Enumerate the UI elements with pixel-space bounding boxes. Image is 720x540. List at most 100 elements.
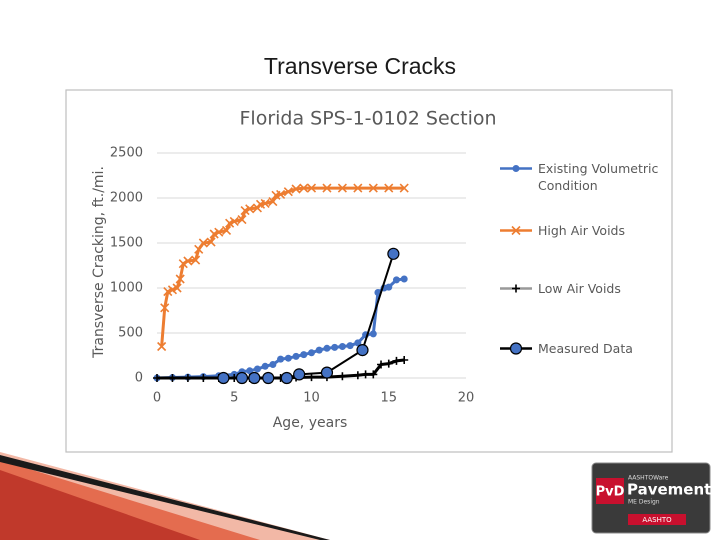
marker [509, 342, 523, 355]
logo: PvD AASHTOWare Pavement ME Design AASHTO [591, 462, 711, 534]
marker [183, 256, 193, 266]
marker [153, 374, 161, 382]
marker [400, 356, 409, 364]
x-tick-label: 0 [153, 391, 161, 406]
logo-org-bar [628, 514, 686, 525]
marker [194, 244, 204, 254]
y-tick-label: 2500 [110, 146, 143, 161]
x-tick-label: 15 [380, 391, 397, 406]
marker [235, 371, 249, 385]
marker [306, 183, 317, 193]
marker [320, 366, 334, 379]
marker [168, 374, 177, 382]
y-tick-label: 1000 [110, 281, 143, 296]
marker [399, 183, 409, 193]
marker [356, 344, 369, 357]
marker [377, 360, 386, 369]
logo-product-line: AASHTOWare [628, 475, 669, 482]
marker [299, 183, 309, 193]
marker [353, 183, 363, 193]
y-axis-label: Transverse Cracking, ft./mi. [91, 166, 107, 359]
marker [221, 225, 232, 235]
marker [400, 275, 408, 283]
marker [511, 225, 521, 236]
decoration [0, 452, 330, 540]
x-tick-label: 10 [303, 391, 320, 406]
marker [191, 255, 201, 265]
marker [269, 361, 277, 368]
marker [512, 284, 520, 293]
swoosh [0, 455, 330, 540]
legend-label: High Air Voids [538, 223, 625, 238]
y-tick-label: 0 [135, 371, 143, 386]
marker [338, 372, 347, 381]
logo-badge [596, 478, 624, 504]
marker [292, 352, 300, 360]
y-tick-label: 2000 [110, 191, 143, 206]
marker [354, 339, 362, 347]
marker [172, 283, 182, 293]
marker [392, 356, 401, 365]
marker [353, 371, 362, 380]
legend-swatch [500, 284, 532, 293]
marker [253, 365, 261, 373]
marker [308, 349, 315, 357]
plot-area: 0 500 1000 1500 2000 2500 0 5 10 15 20 [110, 146, 474, 406]
marker [261, 362, 269, 370]
logo-org: AASHTO [642, 516, 672, 524]
marker [361, 370, 370, 379]
x-tick-label: 20 [458, 391, 475, 406]
marker [392, 276, 400, 284]
legend-swatch [500, 165, 532, 172]
legend-label: Existing Volumetric Condition [538, 161, 659, 193]
marker [246, 367, 254, 375]
marker [237, 215, 247, 225]
legend-swatch [500, 225, 532, 236]
chart-title: Florida SPS-1-0102 Section [239, 108, 496, 130]
marker [268, 197, 278, 207]
legend-item: Measured Data [498, 340, 668, 357]
marker [198, 238, 208, 248]
marker [323, 344, 331, 352]
logo-brand: PvD [596, 485, 625, 500]
x-tick-label: 5 [230, 391, 238, 406]
marker [322, 183, 332, 193]
marker [206, 237, 216, 247]
legend-item: Low Air Voids [498, 280, 668, 297]
y-tick-label: 500 [118, 326, 143, 341]
marker [512, 165, 520, 172]
marker [384, 183, 394, 193]
marker [160, 303, 170, 313]
marker [245, 204, 255, 214]
marker [277, 355, 285, 363]
slide-title: Transverse Cracks [264, 53, 456, 79]
marker [337, 183, 347, 193]
marker [183, 374, 192, 382]
marker [291, 184, 301, 194]
legend-item: Existing Volumetric Condition [498, 160, 668, 194]
legend-label: Low Air Voids [538, 281, 621, 296]
marker [283, 187, 293, 197]
marker [280, 371, 293, 385]
logo-name: Pavement [627, 481, 711, 499]
marker [346, 342, 354, 350]
marker [217, 371, 230, 385]
marker [175, 274, 185, 284]
marker [369, 370, 378, 379]
logo-subtitle: ME Design [628, 499, 660, 506]
marker [293, 368, 306, 381]
marker [199, 374, 208, 382]
marker [214, 227, 224, 237]
marker [178, 259, 188, 269]
swoosh [0, 470, 200, 540]
marker [229, 216, 239, 226]
marker [338, 343, 346, 350]
legend-item: High Air Voids [498, 222, 668, 239]
x-axis-label: Age, years [273, 415, 348, 431]
marker [369, 330, 377, 338]
marker [157, 341, 167, 352]
marker [284, 354, 292, 362]
marker [260, 198, 270, 208]
